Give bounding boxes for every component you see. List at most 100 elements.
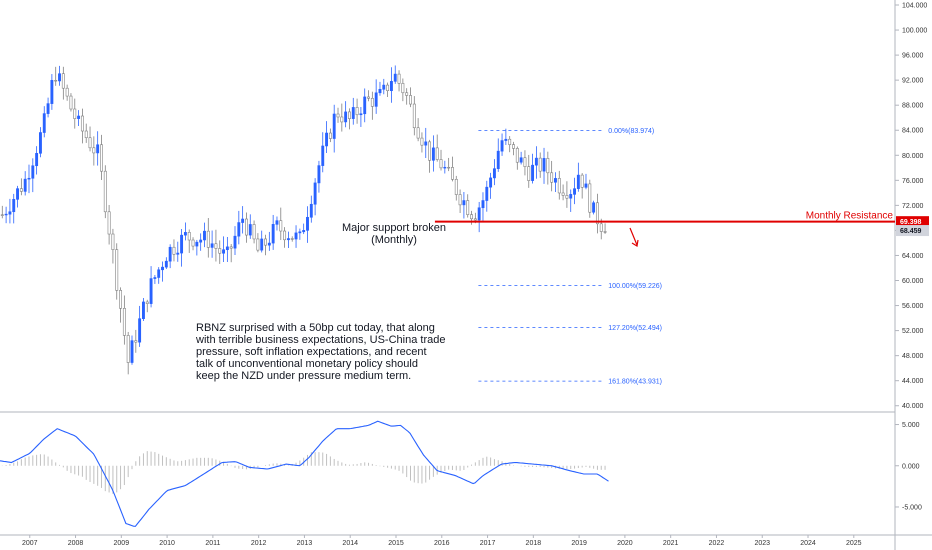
candle-body [439,159,443,169]
candle-body [50,80,54,104]
candle-body [16,188,19,200]
price-tick-label: 104.000 [902,3,927,10]
candlestick-series [0,65,607,375]
price-tick-label: 84.000 [902,128,924,135]
candle-body [348,111,351,119]
time-tick-label: 2025 [846,540,862,547]
time-tick-label: 2009 [114,540,130,547]
candle-body [206,230,210,248]
candle-body [527,166,531,181]
candle-body [534,157,538,166]
candle-body [317,165,321,184]
candle-body [454,178,458,195]
candle-body [344,111,348,123]
candle-body [157,269,161,278]
candle-body [69,95,73,110]
commentary-line: RBNZ surprised with a 50bp cut today, th… [196,322,435,334]
time-tick-label: 2021 [663,540,679,547]
candle-body [149,278,153,304]
fibonacci-extension[interactable]: 0.00%(83.974) 100.00%(59.226) 127.20%(52.4… [478,128,662,386]
monthly-resistance[interactable]: Monthly Resistance 69.398 68.459 [434,211,929,237]
time-tick-label: 2015 [388,540,404,547]
candle-body [42,113,46,133]
candle-body [111,233,115,250]
time-axis[interactable]: 2007 2008 2009 2010 2011 2012 2013 2014 2015 2016… [22,535,862,547]
oscillator-axis[interactable]: 5.000 0.000 -5.000 [895,422,922,511]
candle-body [328,132,332,139]
candle-body [145,301,149,304]
price-tick-label: 100.000 [902,28,927,35]
resistance-price-value: 69.398 [900,219,922,226]
candle-body [27,177,31,180]
commentary-line: with terrible business expectations, US-… [195,334,445,346]
time-tick-label: 2024 [800,540,816,547]
candle-body [73,108,77,119]
candle-body [195,241,199,247]
time-tick-label: 2011 [205,540,220,547]
commentary-line: pressure, soft inflation expectations, a… [196,346,427,358]
candle-body [237,222,241,237]
candle-body [477,207,481,221]
candle-body [248,224,252,236]
time-tick-label: 2019 [571,540,587,547]
candle-body [599,223,603,232]
candle-body [336,113,340,118]
candle-body [393,73,397,82]
time-tick-label: 2007 [22,540,38,547]
candle-body [481,200,485,209]
time-tick-label: 2012 [251,540,267,547]
candle-body [134,340,138,343]
candle-body [214,243,218,249]
candle-body [203,230,206,241]
candle-body [218,248,222,254]
candle-body [80,115,84,132]
candle-body [554,178,557,183]
candle-body [565,195,569,199]
macd-line-path [0,420,609,527]
candle-body [168,246,172,262]
candle-body [271,224,275,244]
candle-body [466,200,470,215]
candle-body [298,231,302,234]
price-axis[interactable]: 104.000 100.000 96.000 92.000 88.000 84.000 80… [895,3,927,411]
price-tick-label: 60.000 [902,278,924,285]
candle-body [309,203,313,218]
candle-body [260,238,264,251]
candle-body [31,165,35,179]
price-tick-label: 88.000 [902,103,924,110]
fib-level-label: 0.00%(83.974) [608,128,654,135]
price-tick-label: 52.000 [902,328,924,335]
candle-body [96,144,100,154]
price-tick-label: 44.000 [902,378,924,385]
candle-body [119,290,122,309]
candle-body [138,318,142,343]
candle-body [210,243,214,248]
candle-body [141,301,145,319]
candle-body [538,157,542,172]
macd-line [0,420,609,527]
down-arrow-icon [629,227,639,247]
candle-body [180,234,184,254]
candle-body [359,113,363,116]
candle-body [88,137,92,149]
time-tick-label: 2008 [68,540,84,547]
candle-body [252,224,256,240]
resistance-label: Monthly Resistance [806,211,894,222]
resistance-price-tag [896,216,929,228]
oscillator-tick-label: -5.000 [902,504,922,511]
candle-body [443,166,447,169]
candle-body [325,132,329,147]
candle-body [462,200,466,206]
candle-body [332,113,336,139]
price-tick-label: 64.000 [902,253,924,260]
price-tick-label: 76.000 [902,178,924,185]
candle-body [370,97,374,107]
candle-body [222,249,226,254]
price-tick-label: 96.000 [902,53,924,60]
candle-body [515,148,519,163]
candle-body [187,232,191,241]
candle-body [35,152,39,167]
candle-body [500,140,504,152]
candle-body [229,246,233,249]
